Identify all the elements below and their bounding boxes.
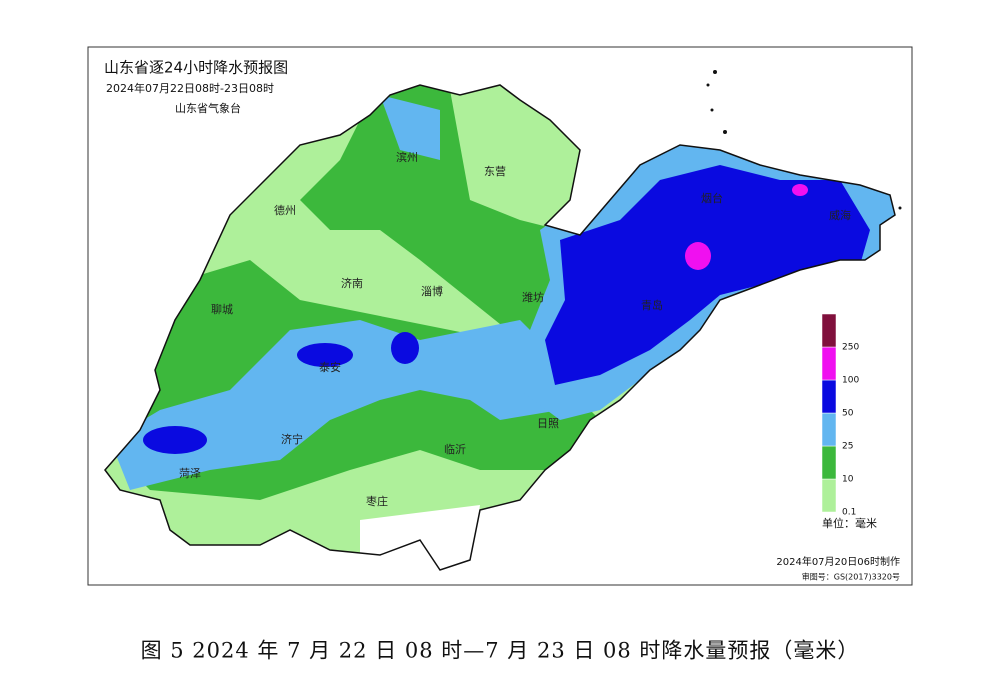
city-label: 烟台	[701, 191, 723, 205]
legend-swatch	[821, 412, 837, 447]
legend-swatch	[821, 379, 837, 414]
city-label: 日照	[537, 417, 559, 430]
province-outline	[104, 84, 896, 571]
city-label: 威海	[829, 208, 851, 222]
field-green	[300, 85, 560, 340]
city-label: 德州	[274, 203, 296, 217]
legend-swatch	[821, 445, 837, 480]
city-label: 泰安	[319, 360, 341, 374]
approval-number: 审图号：GS(2017)3320号	[802, 572, 900, 582]
city-label: 东营	[484, 164, 506, 178]
city-label: 潍坊	[522, 290, 544, 304]
field-magenta	[792, 184, 808, 196]
city-label: 济南	[341, 276, 363, 290]
legend-swatch	[821, 478, 837, 513]
field-light-blue	[380, 95, 440, 160]
city-label: 临沂	[444, 442, 466, 456]
legend-label: 100	[842, 376, 859, 386]
city-label: 青岛	[641, 298, 663, 312]
legend-swatch	[821, 346, 837, 381]
legend-label: 0.1	[842, 508, 856, 518]
legend-unit: 单位：毫米	[822, 516, 877, 530]
field-blue	[545, 165, 870, 385]
field-blue	[143, 426, 207, 454]
city-label: 滨州	[396, 150, 418, 164]
city-label: 济宁	[281, 432, 303, 446]
made-time: 2024年07月20日06时制作	[776, 555, 900, 568]
islands	[706, 70, 902, 210]
field-light-blue	[110, 320, 560, 490]
map-title: 山东省逐24小时降水预报图	[104, 59, 288, 77]
figure-caption: 图 5 2024 年 7 月 22 日 08 时—7 月 23 日 08 时降水…	[141, 639, 860, 663]
legend-label: 250	[842, 343, 859, 353]
field-blue	[297, 343, 353, 367]
legend-swatch	[821, 313, 837, 348]
city-label: 聊城	[211, 302, 233, 316]
field-blue	[391, 332, 419, 364]
legend-label: 10	[842, 475, 854, 485]
legend-label: 25	[842, 442, 853, 452]
map-issuer: 山东省气象台	[175, 101, 241, 115]
city-label: 淄博	[421, 285, 443, 298]
map-period: 2024年07月22日08时-23日08时	[106, 81, 274, 95]
city-label: 枣庄	[366, 494, 388, 508]
field-magenta	[685, 242, 711, 270]
legend-label: 50	[842, 409, 854, 419]
city-label: 菏泽	[179, 467, 201, 480]
